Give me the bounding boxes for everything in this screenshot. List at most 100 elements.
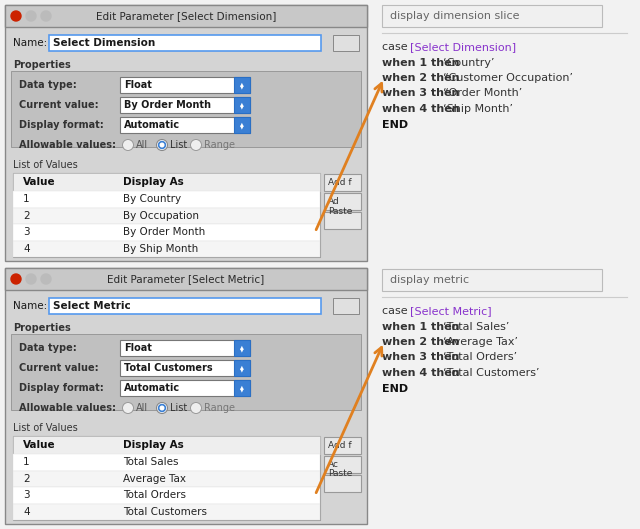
Circle shape xyxy=(191,140,202,150)
Text: 3: 3 xyxy=(23,227,29,237)
Bar xyxy=(13,436,320,520)
Bar xyxy=(324,212,361,229)
Text: case: case xyxy=(382,42,411,52)
Text: Properties: Properties xyxy=(13,60,71,70)
Text: Paste: Paste xyxy=(328,206,353,215)
Text: ‘Average Tax’: ‘Average Tax’ xyxy=(443,337,518,347)
Circle shape xyxy=(122,140,134,150)
Circle shape xyxy=(26,274,36,284)
Text: Edit Parameter [Select Metric]: Edit Parameter [Select Metric] xyxy=(108,274,264,284)
Bar xyxy=(13,470,320,487)
Text: Add f: Add f xyxy=(328,441,351,450)
Circle shape xyxy=(157,140,168,150)
Text: Paste: Paste xyxy=(328,470,353,479)
Bar xyxy=(11,334,361,410)
Text: Total Customers: Total Customers xyxy=(123,507,207,517)
Text: Data type:: Data type: xyxy=(19,80,77,90)
Text: END: END xyxy=(382,120,408,130)
Text: ▲: ▲ xyxy=(240,121,244,126)
Bar xyxy=(5,268,367,290)
Bar xyxy=(5,5,367,27)
Circle shape xyxy=(122,403,134,414)
Text: Allowable values:: Allowable values: xyxy=(19,140,116,150)
Text: when 2 then: when 2 then xyxy=(382,73,463,83)
Text: when 3 then: when 3 then xyxy=(382,352,463,362)
Bar xyxy=(13,504,320,520)
Text: Display As: Display As xyxy=(123,177,184,187)
Text: ▼: ▼ xyxy=(240,367,244,372)
Text: Current value:: Current value: xyxy=(19,100,99,110)
Text: when 1 then: when 1 then xyxy=(382,322,463,332)
Text: 3: 3 xyxy=(23,490,29,500)
Text: Select Metric: Select Metric xyxy=(53,301,131,311)
Text: [Select Metric]: [Select Metric] xyxy=(410,306,492,316)
Text: Data type:: Data type: xyxy=(19,343,77,353)
Text: 2: 2 xyxy=(23,474,29,484)
Text: Allowable values:: Allowable values: xyxy=(19,403,116,413)
Text: List of Values: List of Values xyxy=(13,160,77,170)
Text: ‘Ship Month’: ‘Ship Month’ xyxy=(443,104,513,114)
Text: Display format:: Display format: xyxy=(19,120,104,130)
Text: Value: Value xyxy=(23,177,56,187)
Text: ▲: ▲ xyxy=(240,344,244,349)
Text: “Order Month’: “Order Month’ xyxy=(443,88,522,98)
Text: ▼: ▼ xyxy=(240,387,244,392)
Bar xyxy=(120,360,250,376)
Bar xyxy=(13,487,320,504)
Text: Current value:: Current value: xyxy=(19,363,99,373)
Text: Display format:: Display format: xyxy=(19,383,104,393)
Bar xyxy=(5,268,367,524)
Text: when 4 then: when 4 then xyxy=(382,368,463,378)
Text: ‘Total Customers’: ‘Total Customers’ xyxy=(443,368,540,378)
Bar xyxy=(13,241,320,257)
Bar xyxy=(13,173,320,257)
Bar xyxy=(13,191,320,207)
Text: ▼: ▼ xyxy=(240,124,244,129)
Bar xyxy=(324,456,361,473)
Circle shape xyxy=(159,405,166,412)
Bar xyxy=(234,380,250,396)
Text: ▼: ▼ xyxy=(240,84,244,89)
Text: ▲: ▲ xyxy=(240,384,244,389)
Bar xyxy=(382,269,602,291)
Bar xyxy=(120,117,250,133)
Text: Float: Float xyxy=(124,343,152,353)
Text: Total Orders: Total Orders xyxy=(123,490,186,500)
Text: By Ship Month: By Ship Month xyxy=(123,244,198,254)
Text: Automatic: Automatic xyxy=(124,383,180,393)
Text: ▼: ▼ xyxy=(240,104,244,109)
Bar xyxy=(234,360,250,376)
Bar xyxy=(324,193,361,210)
Text: ▼: ▼ xyxy=(240,347,244,352)
Bar xyxy=(120,340,250,356)
Bar xyxy=(120,97,250,113)
Text: ▲: ▲ xyxy=(240,81,244,86)
Text: Display As: Display As xyxy=(123,440,184,450)
Circle shape xyxy=(41,11,51,21)
Text: Select Dimension: Select Dimension xyxy=(53,38,156,48)
Bar xyxy=(324,475,361,492)
Text: 1: 1 xyxy=(23,194,29,204)
Circle shape xyxy=(26,11,36,21)
Text: Range: Range xyxy=(204,403,235,413)
Text: All: All xyxy=(136,403,148,413)
Circle shape xyxy=(11,274,21,284)
Bar xyxy=(11,71,361,147)
Bar xyxy=(234,117,250,133)
Text: ▲: ▲ xyxy=(240,101,244,106)
Bar xyxy=(120,77,250,93)
Text: ‘Total Orders’: ‘Total Orders’ xyxy=(443,352,517,362)
Text: Range: Range xyxy=(204,140,235,150)
Circle shape xyxy=(41,274,51,284)
Bar xyxy=(49,35,321,51)
Bar xyxy=(324,174,361,191)
Bar xyxy=(13,207,320,224)
Text: By Occupation: By Occupation xyxy=(123,211,199,221)
Text: Value: Value xyxy=(23,440,56,450)
Text: Average Tax: Average Tax xyxy=(123,474,186,484)
Text: when 3 then: when 3 then xyxy=(382,88,463,98)
Text: 4: 4 xyxy=(23,507,29,517)
Text: 4: 4 xyxy=(23,244,29,254)
Bar xyxy=(49,298,321,314)
Circle shape xyxy=(159,141,166,149)
